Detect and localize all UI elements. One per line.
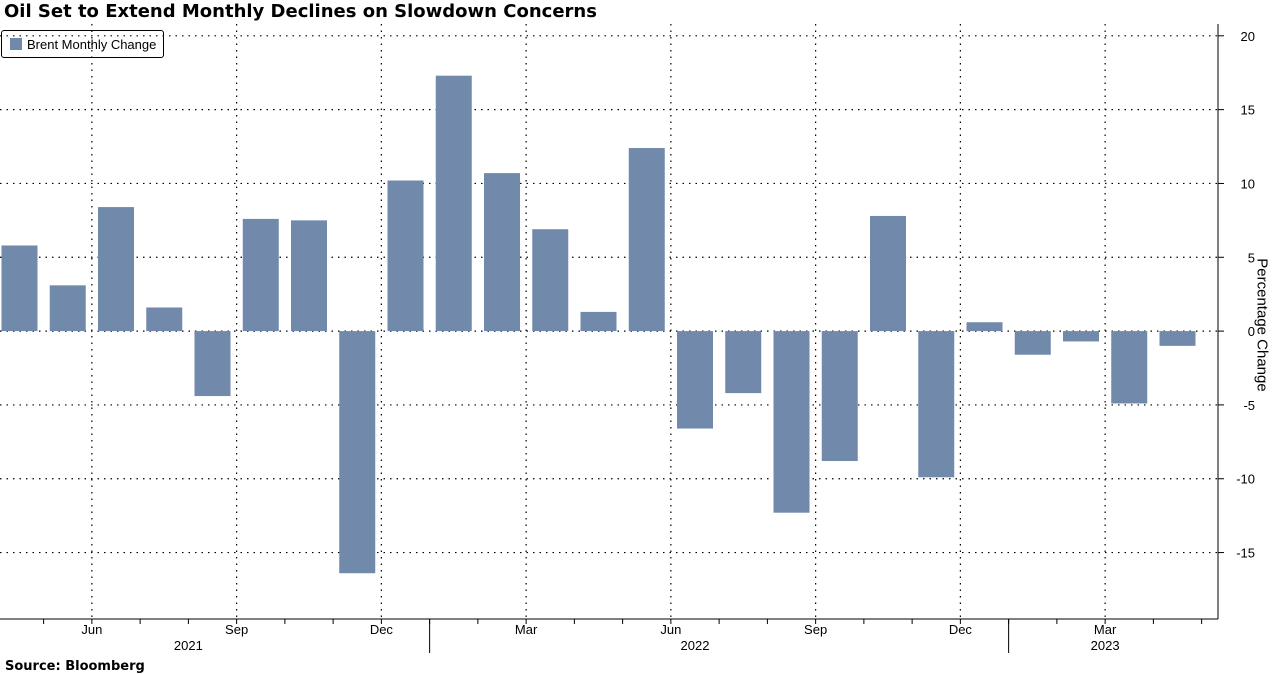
- bar: [339, 331, 376, 574]
- bar: [580, 311, 617, 332]
- y-axis-label: Percentage Change: [1253, 258, 1271, 392]
- bar: [773, 331, 810, 513]
- bar: [1014, 331, 1051, 355]
- bar: [918, 331, 955, 478]
- bar: [870, 215, 906, 332]
- y-tick-label: -10: [1236, 472, 1255, 487]
- bar: [49, 285, 86, 332]
- legend-swatch: [10, 38, 22, 50]
- bar: [435, 75, 472, 332]
- bar: [242, 218, 279, 332]
- bar: [1, 245, 38, 332]
- y-tick-label: -5: [1243, 398, 1255, 413]
- chart-title: Oil Set to Extend Monthly Declines on Sl…: [4, 1, 597, 22]
- x-tick-label: Jun: [660, 622, 681, 637]
- y-tick-label: 15: [1241, 103, 1255, 118]
- x-tick-label: Jun: [81, 622, 102, 637]
- x-tick-label: Sep: [225, 622, 248, 637]
- bar: [677, 331, 713, 429]
- source-note: Source: Bloomberg: [5, 659, 145, 674]
- bar: [484, 173, 520, 332]
- axes: 20 15 10 5 0 -5 -10 -15 Jun Sep Dec Mar Jun Sep Dec Mar…: [0, 24, 1255, 653]
- x-tick-label: Mar: [1094, 622, 1117, 637]
- y-tick-label: -15: [1236, 546, 1255, 561]
- bar: [821, 331, 858, 462]
- bars: [1, 75, 1196, 574]
- bar: [725, 331, 762, 394]
- legend: Brent Monthly Change: [1, 30, 165, 58]
- bar: [98, 207, 134, 332]
- bar: [1063, 331, 1099, 342]
- x-tick-label: Dec: [949, 622, 973, 637]
- bar: [1111, 331, 1148, 404]
- bar: [1159, 331, 1196, 346]
- bar: [291, 220, 327, 332]
- bar: [146, 307, 183, 332]
- y-tick-label: 5: [1248, 250, 1255, 265]
- year-label: 2023: [1091, 638, 1120, 653]
- bar: [194, 331, 231, 397]
- bar: [628, 148, 665, 332]
- bar: [532, 229, 569, 332]
- y-tick-label: 10: [1241, 176, 1255, 191]
- x-tick-label: Sep: [804, 622, 827, 637]
- bar: [387, 180, 424, 332]
- x-tick-label: Dec: [370, 622, 394, 637]
- y-tick-label: 20: [1241, 29, 1255, 44]
- year-label: 2021: [174, 638, 203, 653]
- year-label: 2022: [681, 638, 710, 653]
- bar: [966, 322, 1003, 332]
- x-tick-label: Mar: [515, 622, 538, 637]
- y-tick-label: 0: [1248, 324, 1255, 339]
